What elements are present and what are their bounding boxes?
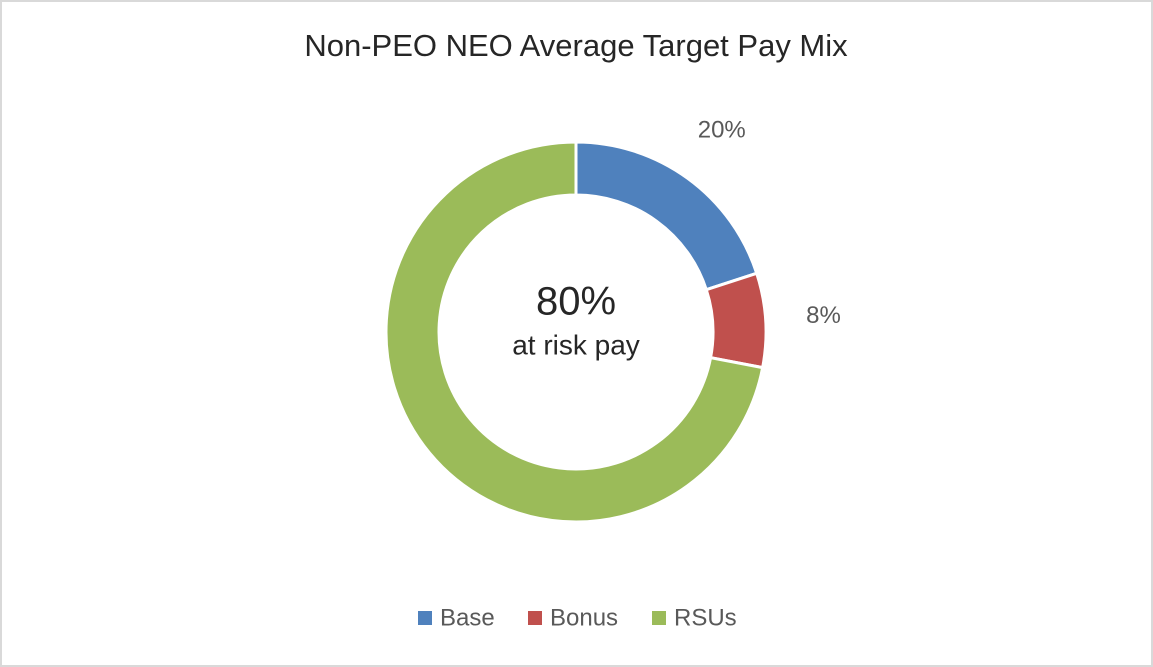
legend-swatch — [418, 611, 432, 625]
legend-label: RSUs — [674, 604, 737, 631]
legend-label: Base — [440, 604, 495, 631]
legend-swatch — [652, 611, 666, 625]
center-caption: at risk pay — [512, 329, 640, 360]
legend-label: Bonus — [550, 604, 618, 631]
donut-slice — [704, 271, 768, 370]
legend-swatch — [528, 611, 542, 625]
center-value: 80% — [536, 280, 616, 324]
data-label: 20% — [698, 117, 746, 144]
data-label: 8% — [806, 302, 841, 329]
donut-slice — [384, 140, 765, 524]
chart-title: Non-PEO NEO Average Target Pay Mix — [304, 28, 848, 63]
